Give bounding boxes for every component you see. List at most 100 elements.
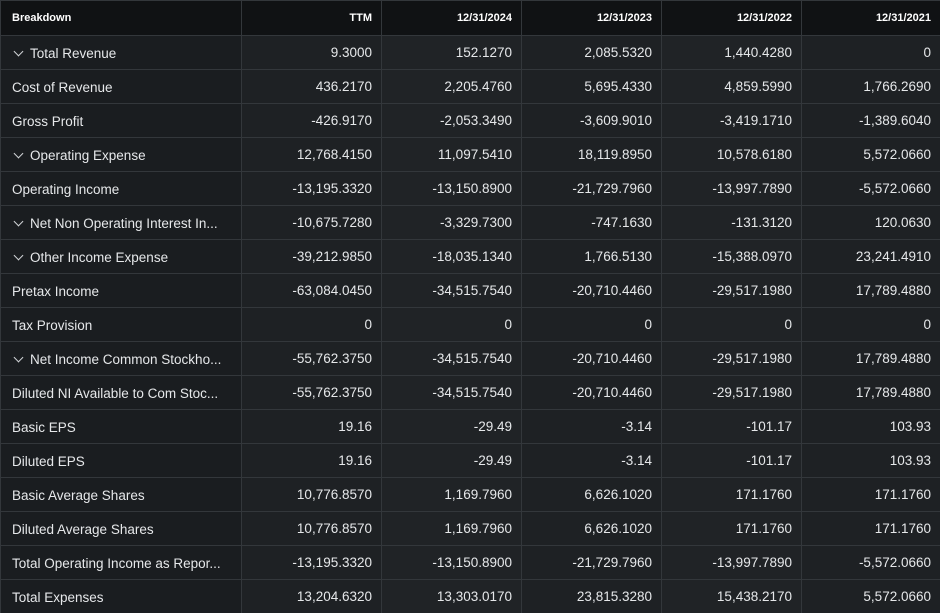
table-row: Operating Income -13,195.3320 -13,150.8900… — [0, 171, 940, 206]
value-cell: 23,241.4910 — [801, 239, 940, 274]
value-cell: 4,859.5990 — [661, 69, 802, 104]
value-cell: 120.0630 — [801, 205, 940, 240]
row-label-text: Diluted Average Shares — [12, 521, 154, 537]
value-cell: -13,150.8900 — [381, 171, 522, 206]
value-cell: 6,626.1020 — [521, 477, 662, 512]
table-row: Diluted Average Shares 10,776.8570 1,169.7… — [0, 511, 940, 546]
chevron-down-icon[interactable] — [13, 352, 24, 363]
value-cell: -13,195.3320 — [241, 545, 382, 580]
row-label-text: Net Income Common Stockho... — [30, 351, 222, 367]
expandable-row-label[interactable]: Net Non Operating Interest In... — [0, 205, 242, 240]
table-row: Basic Average Shares 10,776.8570 1,169.796… — [0, 477, 940, 512]
expandable-row-label[interactable]: Other Income Expense — [0, 239, 242, 274]
value-cell: 19.16 — [241, 409, 382, 444]
value-cell: -34,515.7540 — [381, 375, 522, 410]
value-cell: -55,762.3750 — [241, 375, 382, 410]
value-cell: 10,776.8570 — [241, 477, 382, 512]
row-label-text: Other Income Expense — [30, 249, 169, 265]
value-cell: 171.1760 — [661, 511, 802, 546]
chevron-down-icon[interactable] — [13, 148, 24, 159]
table-row: Total Operating Income as Repor... -13,19… — [0, 545, 940, 580]
value-cell: 9.3000 — [241, 35, 382, 70]
value-cell: -18,035.1340 — [381, 239, 522, 274]
value-cell: -39,212.9850 — [241, 239, 382, 274]
value-cell: 2,205.4760 — [381, 69, 522, 104]
row-label-text: Net Non Operating Interest In... — [30, 215, 218, 231]
chevron-down-icon[interactable] — [13, 250, 24, 261]
value-cell: -10,675.7280 — [241, 205, 382, 240]
value-cell: -13,997.7890 — [661, 545, 802, 580]
value-cell: 152.1270 — [381, 35, 522, 70]
table-row: Gross Profit -426.9170 -2,053.3490 -3,609.9… — [0, 103, 940, 138]
row-label-text: Total Revenue — [30, 45, 117, 61]
row-label: Pretax Income — [0, 273, 242, 308]
value-cell: -101.17 — [661, 443, 802, 478]
table-row: Pretax Income -63,084.0450 -34,515.7540 -20… — [0, 273, 940, 308]
value-cell: -29.49 — [381, 443, 522, 478]
row-label-text: Basic Average Shares — [12, 487, 145, 503]
expandable-row-label[interactable]: Operating Expense — [0, 137, 242, 172]
value-cell: -5,572.0660 — [801, 545, 940, 580]
period-header[interactable]: 12/31/2022 — [661, 0, 802, 36]
table-row: Diluted NI Available to Com Stoc... -55,7… — [0, 375, 940, 410]
value-cell: 13,204.6320 — [241, 579, 382, 613]
value-cell: -5,572.0660 — [801, 171, 940, 206]
chevron-down-icon[interactable] — [13, 46, 24, 57]
value-cell: 2,085.5320 — [521, 35, 662, 70]
value-cell: 15,438.2170 — [661, 579, 802, 613]
table-row: Total Expenses 13,204.6320 13,303.0170 23,8… — [0, 579, 940, 613]
expandable-row-label[interactable]: Net Income Common Stockho... — [0, 341, 242, 376]
value-cell: 13,303.0170 — [381, 579, 522, 613]
value-cell: -20,710.4460 — [521, 341, 662, 376]
value-cell: 103.93 — [801, 409, 940, 444]
value-cell: -2,053.3490 — [381, 103, 522, 138]
value-cell: -3.14 — [521, 409, 662, 444]
value-cell: 1,169.7960 — [381, 477, 522, 512]
value-cell: -3.14 — [521, 443, 662, 478]
row-label: Operating Income — [0, 171, 242, 206]
period-header[interactable]: 12/31/2024 — [381, 0, 522, 36]
row-label-text: Operating Income — [12, 181, 120, 197]
value-cell: -29.49 — [381, 409, 522, 444]
row-label-text: Operating Expense — [30, 147, 146, 163]
value-cell: 171.1760 — [661, 477, 802, 512]
row-label: Diluted NI Available to Com Stoc... — [0, 375, 242, 410]
value-cell: -21,729.7960 — [521, 545, 662, 580]
row-label-text: Total Operating Income as Repor... — [12, 555, 221, 571]
value-cell: 0 — [381, 307, 522, 342]
row-label: Total Operating Income as Repor... — [0, 545, 242, 580]
value-cell: 0 — [661, 307, 802, 342]
expandable-row-label[interactable]: Total Revenue — [0, 35, 242, 70]
row-label-text: Pretax Income — [12, 283, 100, 299]
value-cell: -3,329.7300 — [381, 205, 522, 240]
value-cell: -3,419.1710 — [661, 103, 802, 138]
table-row: Total Revenue 9.3000 152.1270 2,085.5320 1,4… — [0, 35, 940, 70]
value-cell: 6,626.1020 — [521, 511, 662, 546]
value-cell: -21,729.7960 — [521, 171, 662, 206]
value-cell: -426.9170 — [241, 103, 382, 138]
row-label: Total Expenses — [0, 579, 242, 613]
period-header[interactable]: TTM — [241, 0, 382, 36]
value-cell: 10,776.8570 — [241, 511, 382, 546]
value-cell: -15,388.0970 — [661, 239, 802, 274]
period-header[interactable]: 12/31/2021 — [801, 0, 940, 36]
value-cell: 23,815.3280 — [521, 579, 662, 613]
value-cell: 1,440.4280 — [661, 35, 802, 70]
value-cell: -63,084.0450 — [241, 273, 382, 308]
table-row: Basic EPS 19.16 -29.49 -3.14 -101.17 103.93 — [0, 409, 940, 444]
value-cell: -13,997.7890 — [661, 171, 802, 206]
value-cell: -55,762.3750 — [241, 341, 382, 376]
value-cell: -29,517.1980 — [661, 341, 802, 376]
value-cell: 171.1760 — [801, 511, 940, 546]
chevron-down-icon[interactable] — [13, 216, 24, 227]
value-cell: 103.93 — [801, 443, 940, 478]
period-header[interactable]: 12/31/2023 — [521, 0, 662, 36]
value-cell: 0 — [801, 307, 940, 342]
value-cell: -34,515.7540 — [381, 273, 522, 308]
row-label-text: Diluted NI Available to Com Stoc... — [12, 385, 219, 401]
breakdown-header: Breakdown — [0, 0, 242, 36]
table-row: Net Non Operating Interest In... -10,675.… — [0, 205, 940, 240]
row-label-text: Total Expenses — [12, 589, 104, 605]
row-label-text: Gross Profit — [12, 113, 84, 129]
